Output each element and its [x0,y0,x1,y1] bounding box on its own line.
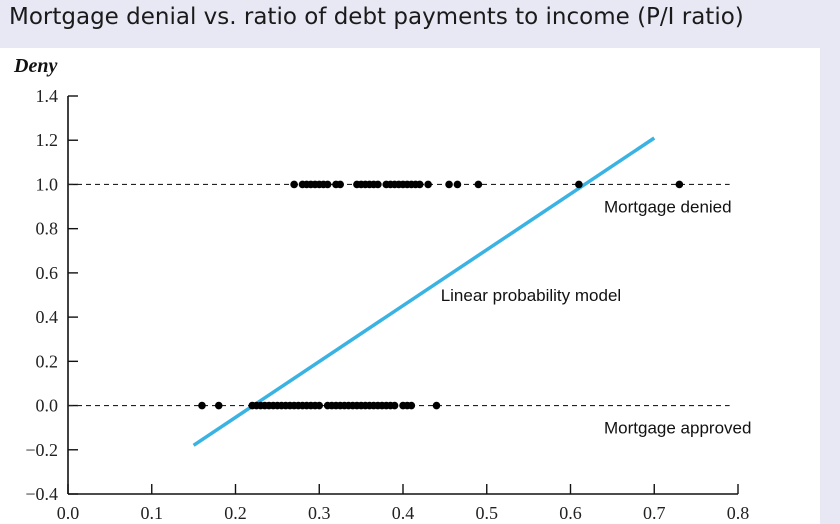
x-tick-label: 0.8 [727,503,750,523]
x-tick-label: 0.3 [308,503,331,523]
annotation-mortgage-denied: Mortgage denied [604,198,732,217]
data-point-denied [336,180,344,189]
chart-panel: 1.4 1.2 1.0 0.8 0.6 0.4 0.2 0.0 −0.2 −0.4 0.0 0.1 0.… [0,48,820,524]
y-tick-label: 0.4 [36,307,59,327]
data-point-approved [390,401,399,410]
data-point-denied [675,180,684,189]
y-tick-label: 0.6 [36,263,59,283]
y-tick-label: 0.2 [36,351,59,371]
model-line-group [192,136,656,447]
data-point-denied [474,180,483,189]
data-point-denied [374,180,382,189]
x-tick-label: 0.5 [476,503,499,523]
data-point-denied [424,180,432,189]
y-tick-label: −0.2 [25,440,58,460]
slide-title: Mortgage denial vs. ratio of debt paymen… [9,4,744,30]
annotations: Mortgage denied Linear probability model M… [441,198,752,438]
data-point-denied [323,180,332,189]
y-tick-label: 1.2 [36,130,59,150]
reference-lines [68,183,730,407]
annotation-linear-probability-model: Linear probability model [441,286,622,305]
x-tick-label: 0.4 [392,503,415,523]
y-tick-label: 1.4 [36,86,59,106]
data-point-approved [214,401,223,410]
data-point-approved [198,401,206,410]
data-point-denied [290,180,298,189]
data-point-approved [432,401,441,410]
data-point-approved [407,401,416,410]
linear-probability-model-line [192,136,656,447]
y-axis-title: Deny [13,55,57,77]
y-tick-label: 0.0 [36,396,59,416]
x-tick-label: 0.2 [224,503,247,523]
axes: 1.41.21.00.80.60.40.20.0−0.2−0.40.0 0.1 0.… [13,55,749,523]
data-points [198,180,684,410]
y-tick-label: −0.4 [25,484,58,504]
data-point-denied [445,180,453,189]
annotation-mortgage-approved: Mortgage approved [604,419,751,438]
x-tick-label: 0.7 [643,503,666,523]
x-tick-label: 0.6 [559,503,582,523]
x-tick-label: 0.1 [141,503,164,523]
data-point-denied [575,180,583,189]
data-point-denied [453,180,462,189]
y-tick-label: 1.0 [36,174,59,194]
scatter-chart: 1.41.21.00.80.60.40.20.0−0.2−0.40.0 0.1 0.… [13,55,752,523]
x-tick-label: 0.0 [57,503,80,523]
data-point-denied [415,180,424,189]
data-point-approved [315,401,324,410]
y-tick-label: 0.8 [36,219,59,239]
